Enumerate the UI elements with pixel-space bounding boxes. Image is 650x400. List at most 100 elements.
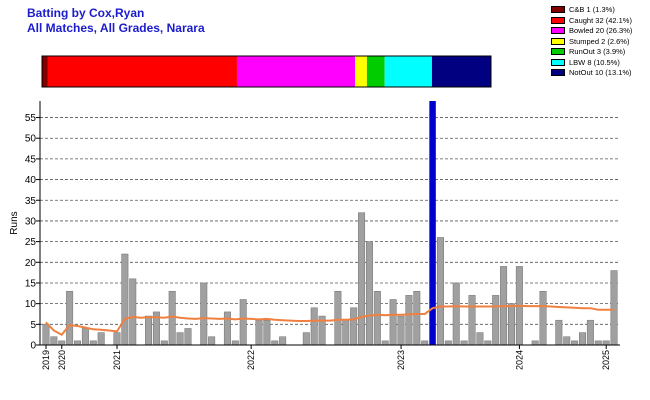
legend-swatch [551, 27, 565, 34]
x-tick-label: 2019 [41, 350, 51, 370]
legend-swatch [551, 69, 565, 76]
run-bar [74, 340, 81, 346]
y-tick-label: 20 [25, 258, 37, 269]
y-tick-label: 50 [25, 134, 37, 145]
run-bar [444, 340, 452, 346]
x-tick-label: 2020 [57, 350, 67, 370]
dismissal-segment [366, 56, 385, 87]
run-bar [231, 340, 239, 346]
run-bar [610, 270, 618, 346]
run-bar [373, 290, 381, 346]
y-tick-label: 30 [25, 216, 37, 227]
legend-label: NotOut 10 (13.1%) [569, 68, 632, 77]
chart-subtitle: All Matches, All Grades, Narara [27, 21, 205, 35]
run-bar [255, 319, 263, 346]
run-bar [413, 290, 421, 346]
legend-swatch [551, 48, 565, 55]
run-bar [176, 332, 184, 346]
y-tick-label: 35 [25, 196, 37, 207]
legend-swatch [551, 58, 565, 66]
run-bar [397, 315, 405, 346]
y-tick-label: 55 [25, 113, 37, 124]
run-bar [507, 303, 515, 346]
y-tick-label: 40 [25, 175, 37, 186]
y-tick-label: 45 [25, 154, 37, 165]
run-bar [239, 299, 247, 346]
run-bar [271, 340, 279, 346]
highlight-bar [429, 101, 436, 345]
run-bar [200, 282, 208, 346]
run-bar [223, 311, 231, 346]
run-bar [208, 336, 216, 346]
run-bar [302, 332, 310, 346]
run-bar [579, 332, 586, 346]
run-bar [50, 336, 58, 346]
run-bar [66, 290, 74, 346]
y-tick-label: 5 [30, 320, 36, 331]
x-tick-label: 2022 [246, 350, 256, 370]
run-bar [81, 328, 89, 346]
run-bar [555, 319, 563, 346]
run-bar [184, 328, 192, 346]
legend-label: Bowled 20 (26.3%) [569, 26, 633, 35]
run-bar [476, 332, 484, 346]
dismissal-bar-frame [41, 55, 492, 88]
dismissal-segment [236, 56, 356, 87]
run-bar [460, 340, 468, 346]
run-bar [484, 340, 492, 346]
run-bar [365, 241, 373, 346]
run-bar [129, 278, 137, 346]
run-bar [42, 324, 50, 346]
run-bar [58, 340, 66, 346]
run-bar [586, 319, 594, 346]
run-bar [89, 340, 97, 346]
legend-label: RunOut 3 (3.9%) [569, 47, 626, 56]
x-tick-label: 2024 [514, 350, 524, 370]
run-bar [452, 282, 460, 346]
run-bar [310, 307, 318, 346]
run-bar [492, 295, 500, 346]
run-bar [563, 336, 571, 346]
chart-title: Batting by Cox,Ryan [27, 6, 145, 20]
run-bar [121, 253, 129, 346]
legend-label: LBW 8 (10.5%) [569, 57, 620, 67]
average-line [45, 304, 615, 336]
dismissal-segment [431, 56, 491, 87]
run-bar [342, 319, 350, 346]
x-tick-label: 2023 [396, 350, 406, 370]
dismissal-segment [42, 56, 48, 87]
run-bar [602, 340, 610, 346]
run-bar [531, 340, 539, 346]
run-bar [334, 290, 342, 346]
y-tick-label: 15 [25, 278, 37, 289]
legend-swatch [551, 16, 565, 24]
y-tick-label: 0 [30, 341, 36, 352]
run-bar [405, 295, 413, 346]
run-bar [97, 332, 105, 346]
dismissal-segment [384, 56, 432, 87]
run-bar [350, 307, 358, 346]
run-bar [113, 332, 121, 346]
run-bar [279, 336, 287, 346]
dismissal-segment [355, 56, 367, 87]
legend-label: Caught 32 (42.1%) [569, 15, 632, 25]
legend-label: C&B 1 (1.3%) [569, 5, 615, 14]
run-bar [468, 295, 476, 346]
x-tick-label: 2025 [601, 350, 611, 370]
run-bar [421, 340, 429, 346]
run-bar [263, 319, 271, 346]
run-bar [168, 290, 176, 346]
run-bar [389, 299, 397, 346]
y-tick-label: 10 [25, 299, 37, 310]
run-bar [594, 340, 602, 346]
run-bar [539, 290, 547, 346]
y-tick-label: 25 [25, 237, 37, 248]
run-bar [145, 315, 153, 346]
legend-label: Stumped 2 (2.6%) [569, 36, 630, 46]
run-bar [358, 212, 366, 346]
run-bar [436, 237, 444, 346]
legend-swatch [551, 37, 565, 45]
y-axis-label: Runs [9, 211, 20, 234]
dismissal-segment [47, 56, 237, 87]
